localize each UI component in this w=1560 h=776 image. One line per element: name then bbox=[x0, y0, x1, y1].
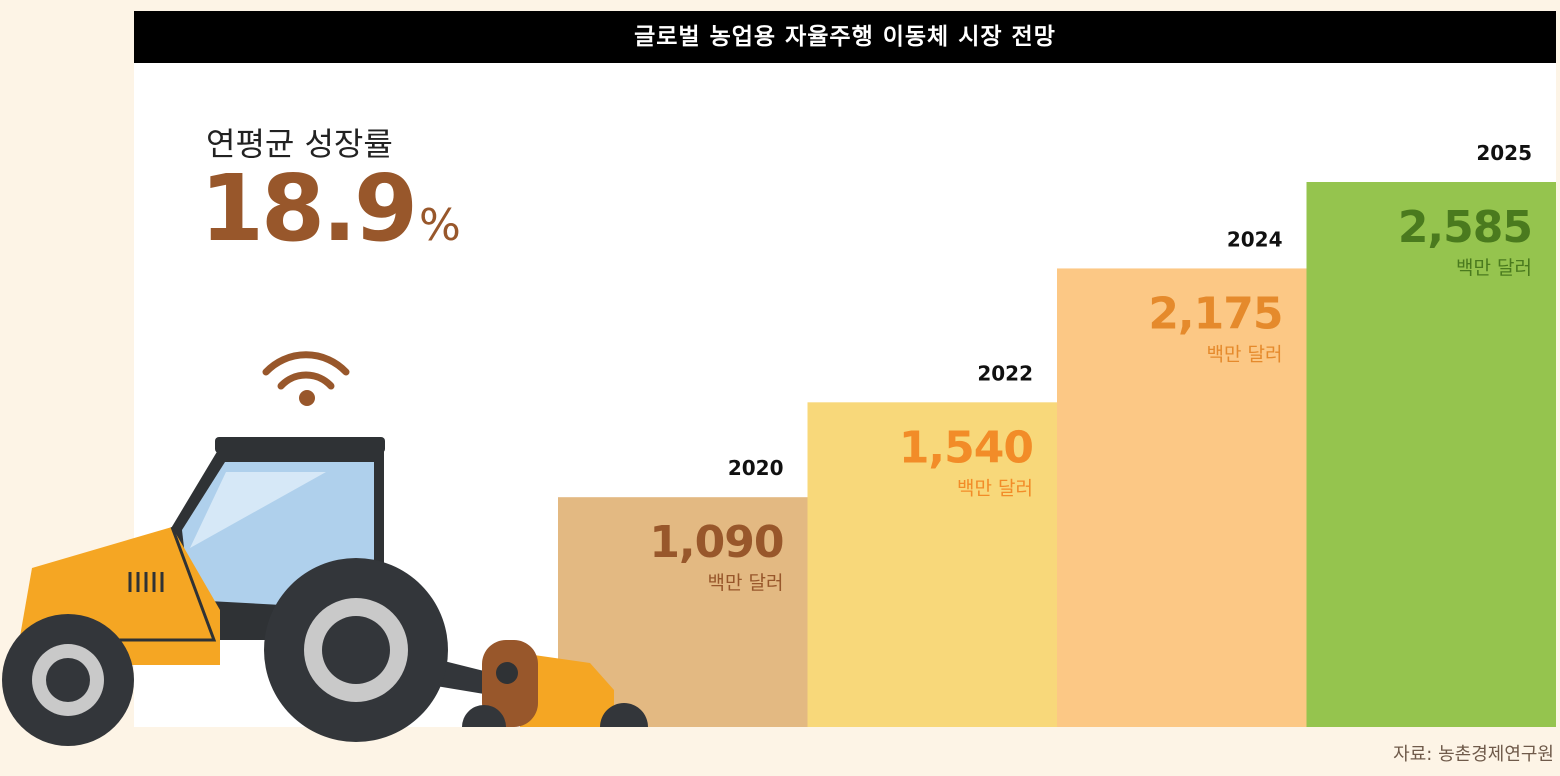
tractor-illustration bbox=[2, 351, 648, 746]
value-label-2024: 2,175 bbox=[1148, 288, 1282, 339]
year-label-2024: 2024 bbox=[1227, 227, 1283, 251]
cagr-unit: % bbox=[419, 200, 461, 251]
value-label-2025: 2,585 bbox=[1398, 202, 1532, 253]
bar-2022 bbox=[807, 402, 1057, 727]
year-label-2022: 2022 bbox=[977, 361, 1033, 385]
unit-label-2024: 백만 달러 bbox=[1207, 343, 1283, 365]
cagr-value: 18.9% bbox=[200, 159, 461, 276]
source-note: 자료: 농촌경제연구원 bbox=[1393, 744, 1554, 765]
value-label-2020: 1,090 bbox=[649, 517, 783, 568]
cagr-number: 18.9 bbox=[200, 155, 418, 262]
cagr-label: 연평균 성장률 bbox=[206, 125, 393, 163]
bars-group: 2020 1,090 백만 달러 2022 1,540 백만 달러 2024 2,175 백만 … bbox=[558, 141, 1556, 727]
year-label-2020: 2020 bbox=[728, 456, 784, 480]
unit-label-2020: 백만 달러 bbox=[708, 572, 784, 594]
unit-label-2025: 백만 달러 bbox=[1456, 257, 1532, 279]
value-label-2022: 1,540 bbox=[899, 422, 1033, 473]
year-label-2025: 2025 bbox=[1476, 141, 1532, 165]
bar-2025 bbox=[1306, 182, 1556, 727]
unit-label-2022: 백만 달러 bbox=[957, 477, 1033, 499]
bar-2024 bbox=[1057, 268, 1307, 727]
chart-title: 글로벌 농업용 자율주행 이동체 시장 전망 bbox=[134, 11, 1556, 63]
wifi-icon bbox=[262, 351, 350, 406]
